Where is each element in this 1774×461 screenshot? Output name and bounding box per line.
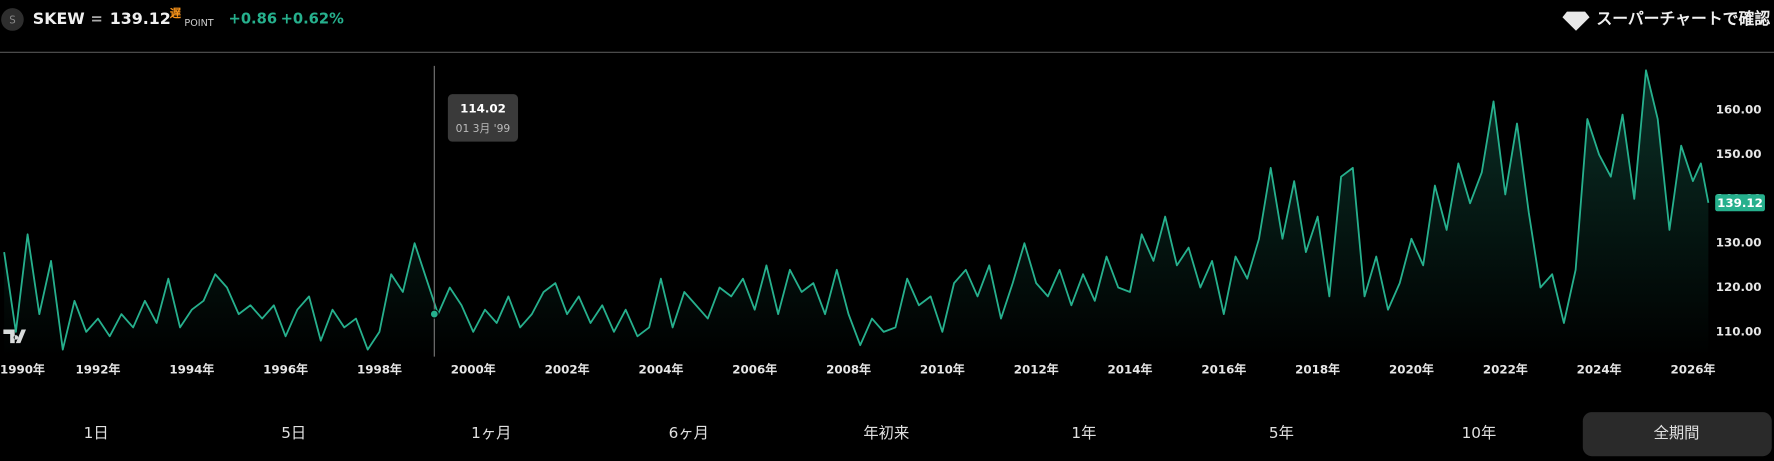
y-tick-label: 160.00: [1716, 103, 1762, 117]
x-tick-label: 2002年: [545, 363, 590, 377]
range-button[interactable]: 年初来: [863, 424, 909, 442]
price: 139.12: [110, 9, 171, 28]
selected-range-bg: [1582, 412, 1772, 457]
range-buttons: 1日 5日 1ヶ月 6ヶ月 年初来 1年 5年 10年 全期間: [84, 412, 1772, 457]
change-percent: +0.62%: [281, 10, 345, 27]
x-tick-label: 2014年: [1108, 363, 1153, 377]
x-tick-label: 2022年: [1483, 363, 1528, 377]
range-button[interactable]: 1ヶ月: [471, 424, 511, 442]
tooltip: [447, 94, 519, 142]
range-button[interactable]: 5年: [1269, 424, 1294, 442]
x-tick-label: 2020年: [1389, 363, 1434, 377]
separator: =: [91, 10, 103, 27]
x-tick-label: 1990年: [0, 363, 45, 377]
tooltip-date: 01 3月 '99: [456, 122, 511, 135]
symbol-icon: [1, 8, 24, 31]
range-button[interactable]: 全期間: [1654, 424, 1700, 442]
y-tick-label: 130.00: [1716, 236, 1762, 250]
symbol-icon-letter: S: [9, 16, 15, 27]
area-fill: [4, 70, 1709, 357]
x-tick-label: 1996年: [263, 363, 308, 377]
x-tick-label: 2000年: [451, 363, 496, 377]
supercharts-link[interactable]: スーパーチャートで確認: [1562, 9, 1770, 31]
range-button[interactable]: 1日: [84, 424, 109, 442]
x-tick-label: 2004年: [638, 363, 683, 377]
header: S SKEW = 139.12 遅 POINT +0.86 +0.62% スーパ…: [0, 7, 1774, 53]
x-tick-label: 2008年: [826, 363, 871, 377]
x-tick-label: 2024年: [1577, 363, 1622, 377]
change: +0.86: [229, 10, 278, 27]
y-tick-label: 120.00: [1716, 280, 1762, 294]
crosshair-dot: [429, 309, 439, 319]
range-button[interactable]: 1年: [1071, 424, 1096, 442]
y-tick-label: 150.00: [1716, 147, 1762, 161]
last-value-label: 139.12: [1717, 196, 1763, 210]
x-tick-label: 1998年: [357, 363, 402, 377]
range-button[interactable]: 6ヶ月: [669, 424, 709, 442]
link-icon: [1562, 11, 1590, 31]
last-value-tag: [1715, 194, 1765, 212]
link-text[interactable]: スーパーチャートで確認: [1596, 9, 1770, 28]
range-button[interactable]: 10年: [1462, 424, 1497, 442]
x-tick-label: 2006年: [732, 363, 777, 377]
x-tick-label: 2012年: [1014, 363, 1059, 377]
range-button[interactable]: 5日: [281, 424, 306, 442]
x-tick-label: 2016年: [1201, 363, 1246, 377]
tooltip-value: 114.02: [460, 101, 506, 115]
y-tick-label: 110.00: [1716, 324, 1762, 338]
symbol: SKEW: [33, 9, 85, 28]
x-tick-label: 2026年: [1670, 363, 1715, 377]
x-tick-label: 1994年: [169, 363, 214, 377]
x-tick-label: 1992年: [76, 363, 121, 377]
unit: POINT: [184, 18, 213, 29]
delay-badge: 遅: [170, 7, 182, 20]
price-line: [3, 69, 1710, 351]
plot: 110.00120.00130.00140.00150.00160.001990…: [0, 65, 1765, 377]
x-tick-label: 2018年: [1295, 363, 1340, 377]
x-tick-label: 2010年: [920, 363, 965, 377]
